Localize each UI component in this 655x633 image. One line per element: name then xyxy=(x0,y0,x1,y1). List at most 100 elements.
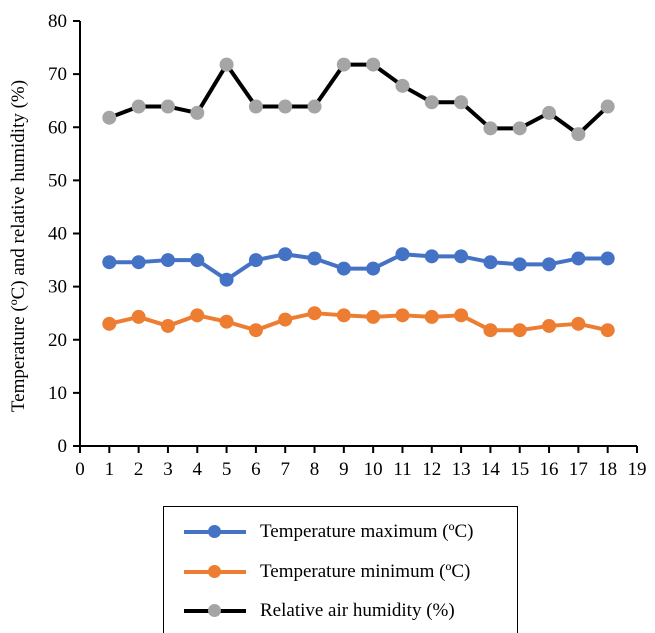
data-point xyxy=(571,127,586,142)
data-point xyxy=(102,255,117,270)
x-axis-ticks: 0 1 2 3 4 5 6 7 8 9 10 11 12 13 14 15 16 17 18 19 xyxy=(75,446,647,480)
data-point xyxy=(454,249,469,264)
legend-label-temperature-minimum: Temperature minimum (ºC) xyxy=(260,561,471,582)
x-tick-label: 14 xyxy=(481,459,501,480)
data-point xyxy=(160,99,175,114)
data-point xyxy=(336,308,351,323)
data-point xyxy=(131,99,146,114)
legend: Temperature maximum (ºC) Temperature min… xyxy=(163,506,518,633)
x-tick-label: 5 xyxy=(222,459,232,480)
data-point xyxy=(424,95,439,110)
legend-item-temperature-maximum: Temperature maximum (ºC) xyxy=(184,517,474,547)
data-point xyxy=(131,255,146,270)
y-tick-label: 10 xyxy=(48,383,67,404)
x-tick-label: 16 xyxy=(540,459,559,480)
legend-swatch-relative-air-humidity xyxy=(184,600,246,622)
data-point xyxy=(395,247,410,262)
x-tick-label: 8 xyxy=(310,459,320,480)
x-tick-label: 1 xyxy=(105,459,115,480)
data-point xyxy=(160,253,175,268)
x-tick-label: 2 xyxy=(134,459,144,480)
data-point xyxy=(395,308,410,323)
data-point xyxy=(336,57,351,72)
y-axis-ticks: 0 10 20 30 40 50 60 70 80 xyxy=(48,11,80,457)
legend-swatch-temperature-maximum xyxy=(184,521,246,543)
data-point xyxy=(424,249,439,264)
series-line xyxy=(108,62,610,137)
data-point xyxy=(307,251,322,266)
data-point xyxy=(219,272,234,287)
x-tick-label: 11 xyxy=(393,459,411,480)
x-tick-label: 6 xyxy=(251,459,261,480)
legend-swatch-temperature-minimum xyxy=(184,561,246,583)
data-point xyxy=(424,309,439,324)
y-tick-label: 30 xyxy=(48,277,67,298)
data-point xyxy=(366,261,381,276)
legend-label-temperature-maximum: Temperature maximum (ºC) xyxy=(260,521,474,542)
y-tick-label: 80 xyxy=(48,11,67,32)
series-temperature-minimum-c xyxy=(102,306,615,338)
legend-item-relative-air-humidity: Relative air humidity (%) xyxy=(184,596,455,626)
data-point xyxy=(600,251,615,266)
data-point xyxy=(542,257,557,272)
y-tick-label: 50 xyxy=(48,170,67,191)
data-point xyxy=(542,318,557,333)
y-tick-label: 60 xyxy=(48,117,67,138)
data-point xyxy=(366,309,381,324)
x-tick-label: 9 xyxy=(339,459,349,480)
x-tick-label: 4 xyxy=(193,459,203,480)
data-point xyxy=(512,257,527,272)
data-point xyxy=(483,323,498,338)
data-point xyxy=(278,312,293,327)
data-point xyxy=(102,316,117,331)
data-point xyxy=(336,261,351,276)
y-tick-label: 20 xyxy=(48,330,67,351)
data-point xyxy=(454,308,469,323)
y-axis-title: Temperature (ºC) and relative humidity (… xyxy=(8,80,29,412)
data-point xyxy=(248,323,263,338)
legend-label-relative-air-humidity: Relative air humidity (%) xyxy=(260,600,455,621)
data-point xyxy=(190,253,205,268)
data-point xyxy=(131,309,146,324)
data-point xyxy=(307,306,322,321)
x-tick-label: 10 xyxy=(364,459,383,480)
data-point xyxy=(395,78,410,93)
data-point xyxy=(190,308,205,323)
series-layer xyxy=(102,57,615,338)
y-tick-label: 70 xyxy=(48,64,67,85)
x-tick-label: 17 xyxy=(569,459,588,480)
x-tick-label: 18 xyxy=(598,459,617,480)
data-point xyxy=(600,323,615,338)
data-point xyxy=(600,99,615,114)
series-line xyxy=(109,252,608,282)
x-tick-label: 15 xyxy=(510,459,529,480)
data-point xyxy=(366,57,381,72)
data-point xyxy=(512,121,527,136)
x-tick-label: 7 xyxy=(280,459,290,480)
data-point xyxy=(571,316,586,331)
data-point xyxy=(278,247,293,262)
data-point xyxy=(512,323,527,338)
y-tick-label: 40 xyxy=(48,224,67,245)
data-point xyxy=(102,110,117,125)
y-tick-label: 0 xyxy=(58,436,68,457)
legend-item-temperature-minimum: Temperature minimum (ºC) xyxy=(184,557,470,587)
x-tick-label: 13 xyxy=(452,459,471,480)
data-point xyxy=(307,99,322,114)
data-point xyxy=(454,95,469,110)
x-tick-label: 12 xyxy=(422,459,441,480)
data-point xyxy=(278,99,293,114)
data-point xyxy=(248,253,263,268)
x-tick-label: 0 xyxy=(75,459,85,480)
x-tick-label: 3 xyxy=(163,459,173,480)
line-chart: Temperature (ºC) and relative humidity (… xyxy=(8,11,647,480)
axes xyxy=(79,21,637,447)
data-point xyxy=(248,99,263,114)
data-point xyxy=(542,105,557,120)
data-point xyxy=(571,251,586,266)
data-point xyxy=(483,121,498,136)
data-point xyxy=(219,57,234,72)
data-point xyxy=(483,255,498,270)
series-relative-air-humidity xyxy=(102,57,615,142)
data-point xyxy=(190,105,205,120)
